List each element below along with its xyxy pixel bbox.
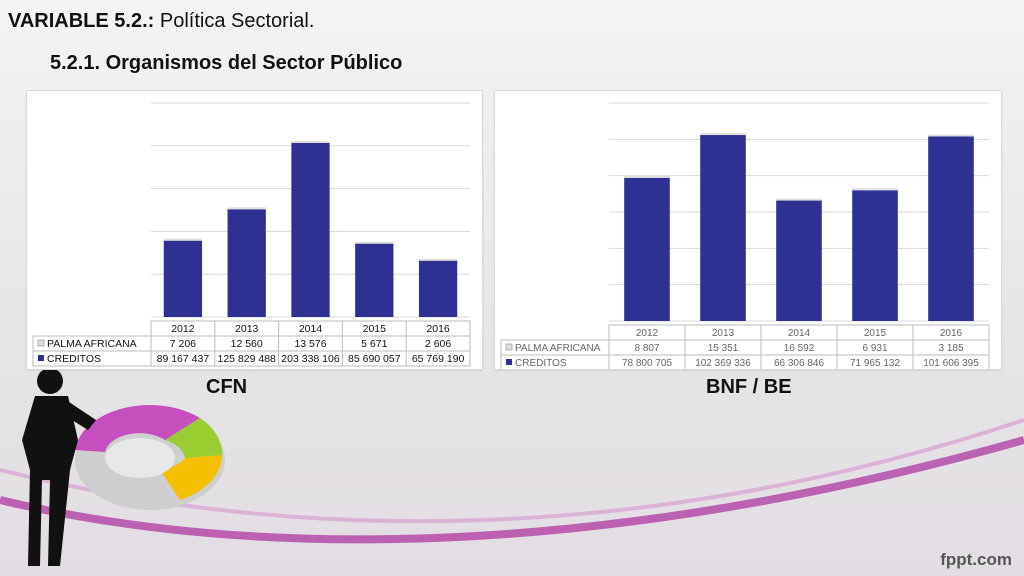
- data-label-palma: 3 185: [938, 343, 963, 354]
- bar-creditos-2016: [928, 136, 974, 321]
- data-label-palma: 8 807: [634, 343, 659, 354]
- page-title-bold: VARIABLE 5.2.:: [8, 10, 155, 32]
- legend-swatch-palma: [37, 339, 45, 347]
- bar-palma-2015: [355, 241, 394, 244]
- data-label-palma: 15 351: [708, 343, 739, 354]
- x-tick-label: 2016: [426, 323, 450, 335]
- swoosh-lines: [0, 436, 1024, 544]
- bar-palma-2015: [852, 188, 898, 191]
- bar-creditos-2013: [700, 135, 746, 321]
- data-label-palma: 2 606: [425, 338, 451, 350]
- x-tick-label: 2015: [864, 328, 887, 339]
- data-label-creditos: 71 965 132: [850, 358, 900, 369]
- data-label-palma: 12 560: [231, 338, 263, 350]
- legend-label-palma: PALMA AFRICANA: [515, 343, 601, 354]
- donut-graphic: [75, 405, 225, 510]
- x-tick-label: 2014: [788, 328, 811, 339]
- legend-swatch-creditos: [506, 359, 512, 365]
- bar-palma-2013: [700, 133, 746, 136]
- bar-palma-2012: [624, 175, 670, 178]
- x-tick-label: 2014: [299, 323, 323, 335]
- data-label-creditos: 89 167 437: [157, 353, 210, 365]
- x-tick-label: 2015: [363, 323, 387, 335]
- data-label-creditos: 102 369 336: [695, 358, 751, 369]
- page-subtitle: 5.2.1. Organismos del Sector Público: [50, 52, 403, 74]
- data-label-palma: 6 931: [862, 343, 887, 354]
- bar-creditos-2013: [227, 209, 266, 317]
- bar-palma-2016: [928, 134, 974, 137]
- data-label-creditos: 66 306 846: [774, 358, 824, 369]
- bnf-chart-panel: 2012 8 807 78 800 705 2013 15 351 102 369 336…: [494, 90, 1002, 370]
- data-label-palma: 5 671: [361, 338, 387, 350]
- data-label-palma: 7 206: [170, 338, 196, 350]
- legend-label-creditos: CREDITOS: [47, 353, 101, 365]
- bar-palma-2014: [776, 198, 822, 201]
- data-label-creditos: 85 690 057: [348, 353, 401, 365]
- cfn-chart: 2012 7 206 89 167 437 2013 12 560 125 829 488…: [32, 102, 471, 367]
- data-label-creditos: 101 606 395: [923, 358, 979, 369]
- bar-palma-2012: [163, 238, 203, 241]
- bar-palma-2013: [227, 207, 266, 210]
- page-title: VARIABLE 5.2.: Política Sectorial.: [8, 10, 314, 33]
- legend-label-palma: PALMA AFRICANA: [47, 338, 137, 350]
- x-tick-label: 2013: [712, 328, 735, 339]
- bar-creditos-2014: [291, 142, 330, 317]
- data-label-palma: 16 592: [784, 343, 815, 354]
- bar-creditos-2012: [163, 240, 203, 317]
- cfn-chart-panel: 2012 7 206 89 167 437 2013 12 560 125 829 488…: [26, 90, 483, 370]
- data-label-creditos: 203 338 106: [281, 353, 340, 365]
- bar-creditos-2014: [776, 200, 822, 321]
- x-tick-label: 2012: [636, 328, 659, 339]
- legend-label-creditos: CREDITOS: [515, 358, 567, 369]
- bar-palma-2016: [418, 258, 458, 261]
- bar-creditos-2015: [852, 190, 898, 321]
- bnf-chart: 2012 8 807 78 800 705 2013 15 351 102 369 336…: [500, 102, 990, 369]
- bar-creditos-2015: [355, 243, 394, 317]
- page-title-rest: Política Sectorial.: [154, 10, 315, 32]
- bar-creditos-2012: [624, 177, 670, 321]
- data-label-palma: 13 576: [294, 338, 326, 350]
- data-label-creditos: 78 800 705: [622, 358, 672, 369]
- cfn-caption: CFN: [206, 376, 248, 398]
- legend-swatch-creditos: [38, 355, 44, 361]
- x-tick-label: 2013: [235, 323, 259, 335]
- bnf-caption: BNF / BE: [706, 376, 792, 398]
- x-tick-label: 2012: [171, 323, 195, 335]
- bar-creditos-2016: [418, 260, 458, 317]
- legend-swatch-palma: [505, 343, 513, 351]
- data-label-creditos: 65 769 190: [412, 353, 465, 365]
- bar-palma-2014: [291, 140, 330, 143]
- x-tick-label: 2016: [940, 328, 963, 339]
- data-label-creditos: 125 829 488: [217, 353, 276, 365]
- businesswoman-silhouette-icon: [22, 368, 96, 566]
- brand-logo-text: fppt.com: [940, 550, 1012, 569]
